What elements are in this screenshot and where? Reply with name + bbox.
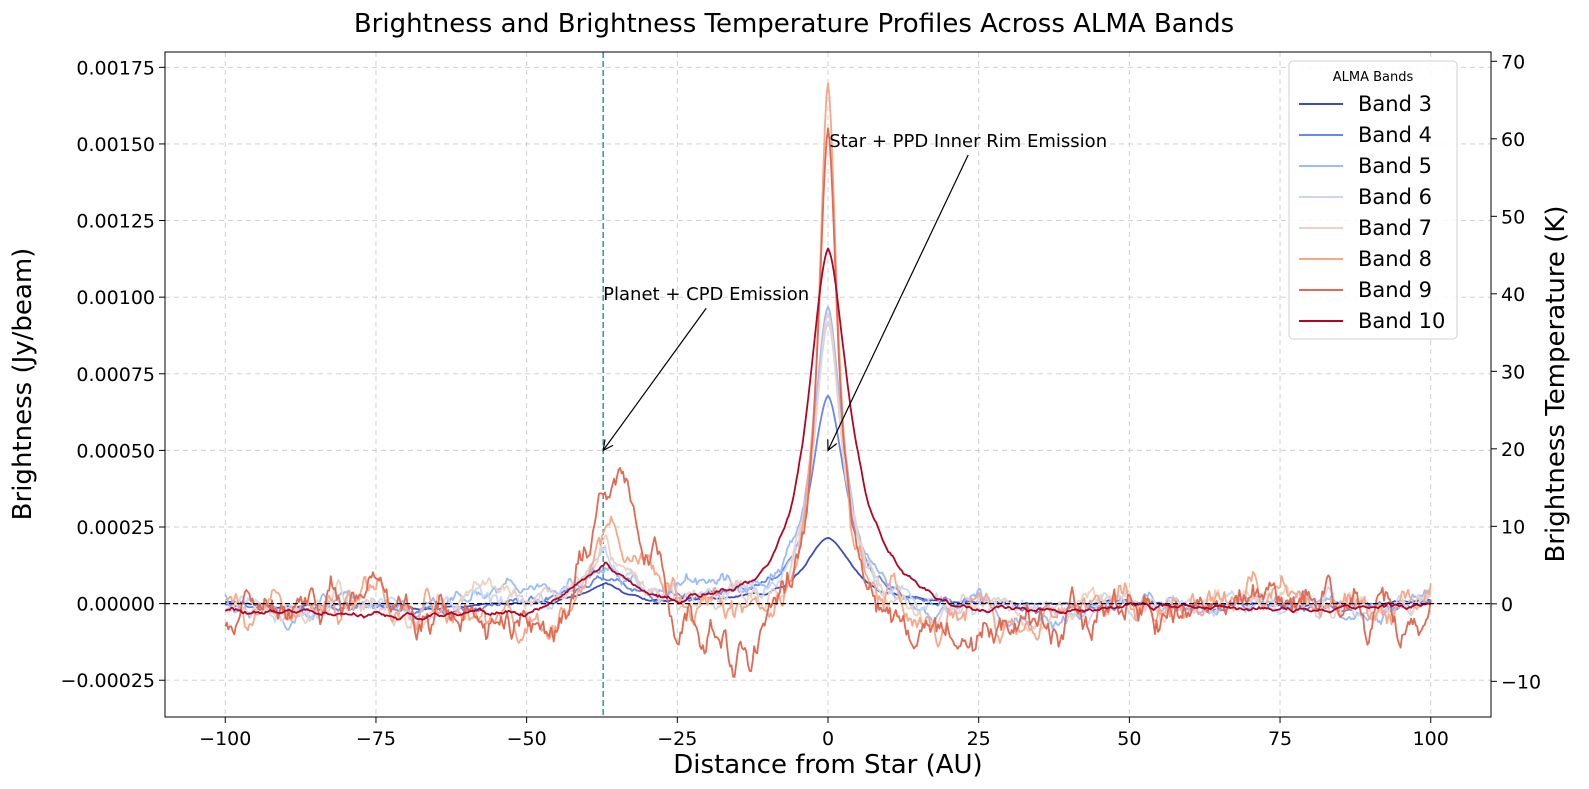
y-tick-label: 0.00075 [76, 364, 155, 386]
annotation-text: Star + PPD Inner Rim Emission [829, 131, 1107, 152]
chart-title: Brightness and Brightness Temperature Pr… [354, 9, 1234, 39]
legend-box [1288, 60, 1458, 340]
x-tick-label: 25 [967, 728, 991, 750]
legend-item-label: Band 6 [1358, 185, 1432, 209]
y-tick-label: 0.00150 [76, 134, 155, 156]
y-tick-label: 0.00100 [76, 287, 155, 309]
y-axis-label: Brightness (Jy/beam) [8, 248, 38, 521]
y-right-tick-label: 10 [1501, 516, 1525, 538]
y-right-tick-label: −10 [1501, 671, 1541, 693]
x-tick-label: 75 [1268, 728, 1292, 750]
y-right-tick-label: 70 [1501, 51, 1525, 73]
legend-item-label: Band 10 [1358, 309, 1445, 333]
series-line-band-8 [225, 82, 1432, 648]
y-right-tick-label: 0 [1501, 594, 1513, 616]
annotation-arrow [828, 154, 969, 450]
legend-item-label: Band 3 [1358, 92, 1432, 116]
grid [165, 52, 1491, 717]
annotation-arrow [603, 307, 707, 450]
legend-item-label: Band 7 [1358, 216, 1432, 240]
y-tick-label: −0.00025 [61, 670, 156, 692]
x-tick-label: −75 [356, 728, 396, 750]
y-tick-label: 0.00000 [76, 594, 155, 616]
y-right-tick-label: 40 [1501, 284, 1525, 306]
y-tick-label: 0.00025 [76, 517, 155, 539]
x-tick-label: 0 [822, 728, 834, 750]
x-tick-label: −50 [507, 728, 547, 750]
legend-item-label: Band 4 [1358, 123, 1432, 147]
x-tick-label: −100 [199, 728, 251, 750]
y-right-tick-label: 30 [1501, 361, 1525, 383]
x-axis-label: Distance from Star (AU) [673, 750, 982, 780]
y-right-tick-label: 20 [1501, 439, 1525, 461]
y-tick-label: 0.00050 [76, 440, 155, 462]
y-right-tick-label: 50 [1501, 206, 1525, 228]
annotation-text: Planet + CPD Emission [603, 284, 809, 305]
series-line-band-10 [224, 247, 1432, 621]
legend-item-label: Band 5 [1358, 154, 1432, 178]
legend-item-label: Band 9 [1358, 278, 1432, 302]
annotations: Planet + CPD Emission Star + PPD Inner Ri… [603, 131, 1107, 450]
x-tick-label: −25 [657, 728, 697, 750]
series-layer [165, 82, 1491, 678]
legend-title: ALMA Bands [1333, 70, 1414, 85]
x-tick-label: 50 [1117, 728, 1141, 750]
x-tick-label: 100 [1413, 728, 1449, 750]
y-axis-label-right: Brightness Temperature (K) [1541, 205, 1571, 562]
y-tick-label: 0.00125 [76, 211, 155, 233]
y-tick-label: 0.00175 [76, 57, 155, 79]
legend-item-label: Band 8 [1358, 247, 1432, 271]
y-right-tick-label: 60 [1501, 129, 1525, 151]
axes: −100 −75 −50 −25 0 25 50 75 100−0.000250.000000.… [61, 51, 1542, 750]
legend: ALMA Bands Band 3 Band 4 Band 5 Band 6 Band 7… [1288, 60, 1458, 340]
